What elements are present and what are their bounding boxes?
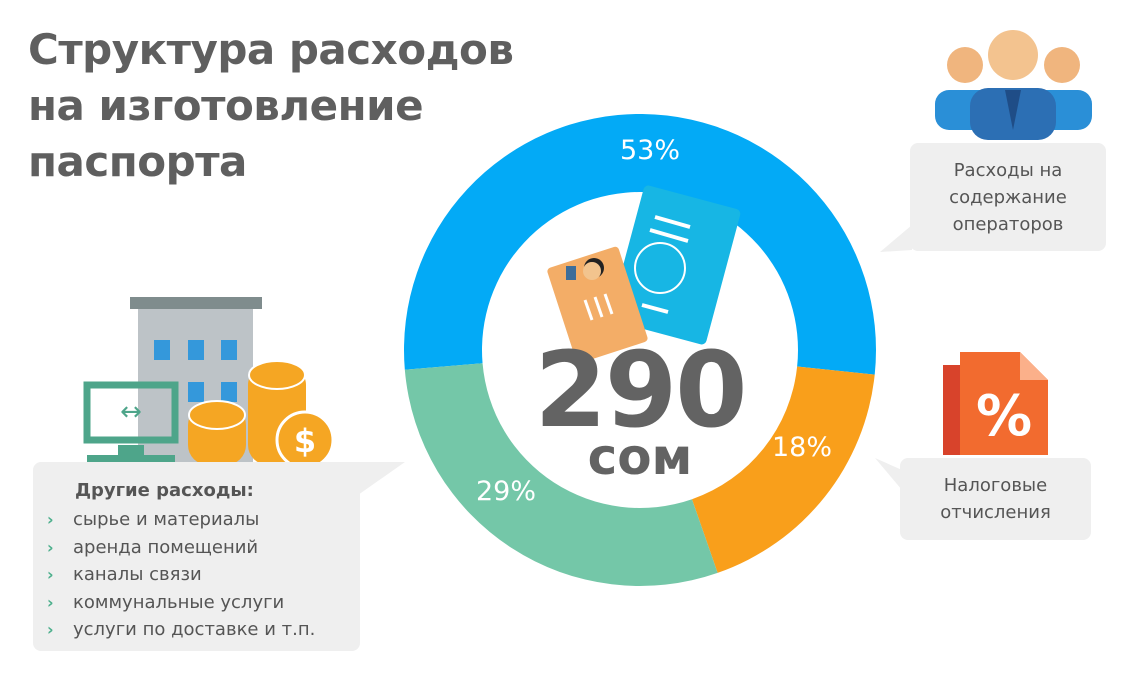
callout-text: Расходы на	[953, 159, 1063, 181]
other-heading: Другие расходы:	[75, 480, 254, 501]
chevron-right-icon: ›	[47, 592, 54, 612]
callout-text: операторов	[952, 213, 1064, 235]
list-item-text: коммунальные услуги	[73, 591, 285, 613]
list-item-text: аренда помещений	[73, 536, 259, 558]
chevron-right-icon: ›	[47, 565, 54, 584]
svg-text:↔: ↔	[120, 397, 142, 427]
title-line: Структура расходов	[28, 25, 514, 74]
list-item: › аренда помещений	[47, 534, 315, 562]
total-cost-value: 290	[534, 329, 747, 451]
callout-tail	[875, 458, 902, 490]
callout-tail	[880, 225, 912, 252]
title-line: на изготовление	[28, 81, 424, 130]
chevron-right-icon: ›	[47, 620, 54, 639]
title-line: паспорта	[28, 137, 247, 186]
slice-label-taxes: 18%	[772, 432, 833, 463]
slice-taxes	[691, 366, 875, 573]
list-item: › сырье и материалы	[47, 506, 315, 534]
tax-percent-icon: %	[943, 352, 1048, 455]
slice-label-other: 29%	[476, 476, 537, 507]
callout-operators: Расходы на содержание операторов	[910, 143, 1106, 251]
svg-text:$: $	[294, 422, 316, 460]
slice-other	[404, 363, 718, 586]
building-coins-icon: ↔ $	[83, 297, 335, 470]
callout-taxes: Налоговые отчисления	[900, 458, 1091, 540]
operators-icon	[935, 30, 1092, 140]
callout-text: Налоговые	[943, 475, 1048, 496]
slice-label-operators: 53%	[620, 135, 681, 166]
list-item-text: каналы связи	[73, 564, 202, 585]
passport-icon	[609, 185, 741, 345]
list-item-text: сырье и материалы	[73, 509, 260, 530]
callout-other-expenses: Другие расходы: › сырье и материалы › арен…	[33, 462, 360, 651]
page-title: Структура расходов на изготовление паспо…	[28, 22, 514, 190]
chevron-right-icon: ›	[47, 537, 54, 557]
list-item: › каналы связи	[47, 561, 315, 589]
chevron-right-icon: ›	[47, 510, 54, 529]
list-item: › услуги по доставке и т.п.	[47, 616, 315, 644]
list-item: › коммунальные услуги	[47, 589, 315, 617]
callout-text: отчисления	[940, 502, 1051, 523]
slice-operators	[404, 113, 877, 375]
other-list: › сырье и материалы › аренда помещений › ка…	[47, 506, 315, 644]
callout-text: содержание	[949, 186, 1067, 208]
id-card-icon	[547, 246, 648, 363]
list-item-text: услуги по доставке и т.п.	[73, 619, 316, 640]
svg-text:%: %	[976, 384, 1032, 449]
total-cost-unit: сом	[587, 428, 693, 486]
